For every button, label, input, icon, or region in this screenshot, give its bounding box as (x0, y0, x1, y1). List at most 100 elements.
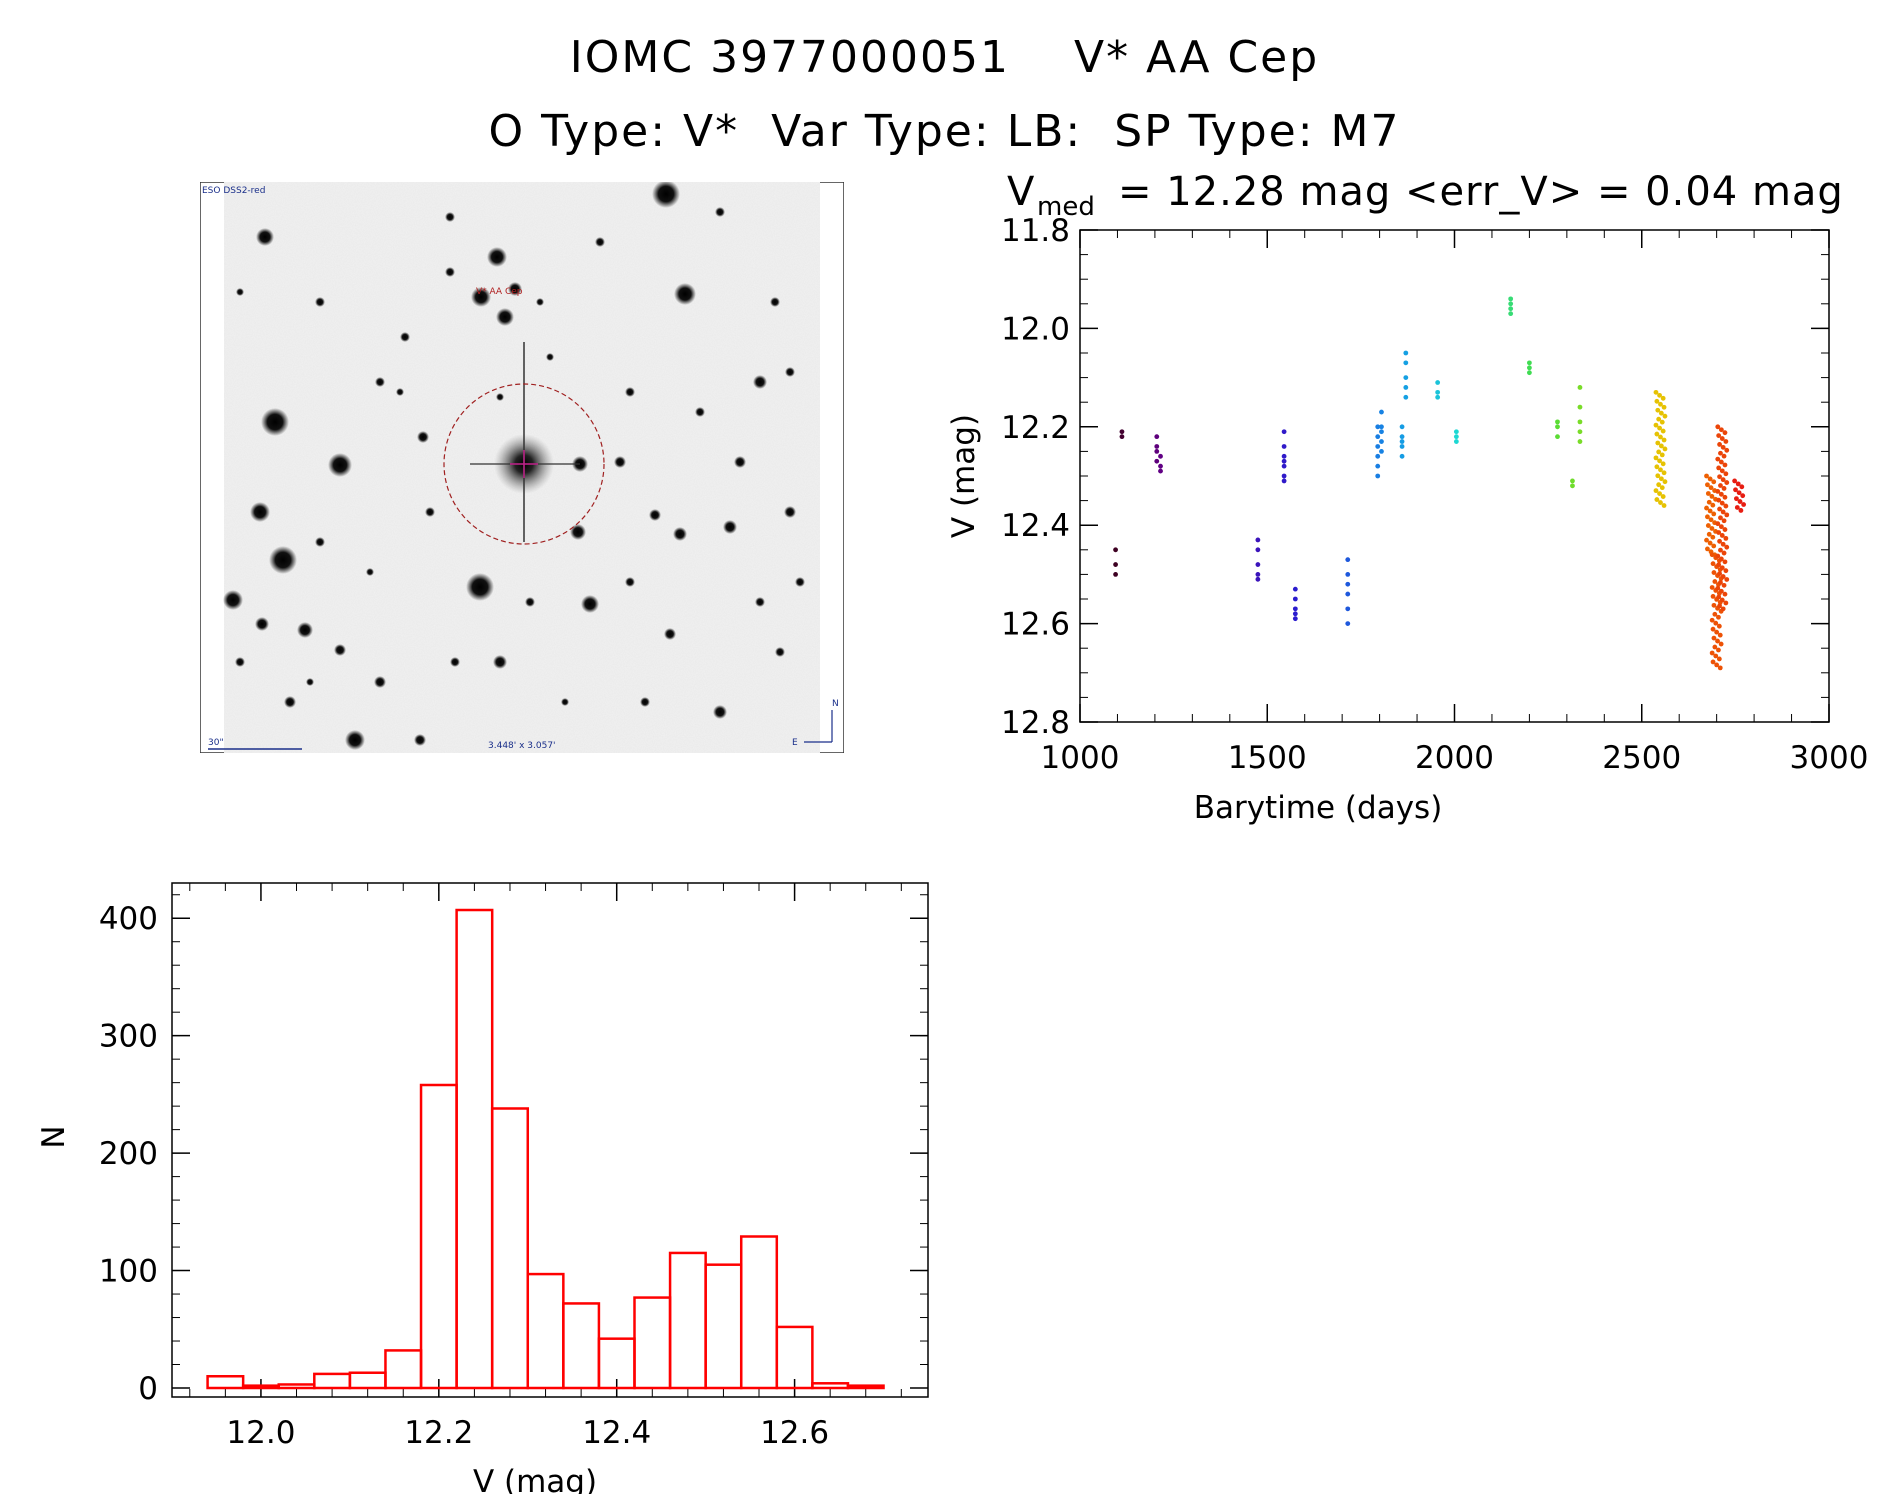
lc-point (1577, 404, 1583, 410)
lc-xtick-label: 1000 (1041, 740, 1120, 776)
lc-point (1710, 561, 1716, 567)
compass-east-label: E (792, 738, 798, 748)
star (536, 298, 544, 306)
lc-point (1281, 478, 1287, 484)
lc-point (1718, 556, 1724, 562)
lc-plot-frame (1079, 229, 1830, 723)
lc-point (1660, 395, 1666, 401)
lc-point (1555, 419, 1560, 425)
lc-point (1719, 468, 1725, 474)
lc-point (1712, 488, 1718, 493)
lc-point (1656, 416, 1662, 422)
lc-point (1716, 656, 1722, 662)
hist-plot-frame (171, 882, 929, 1398)
star (614, 456, 626, 468)
lc-point (1708, 485, 1714, 491)
lc-point (1734, 496, 1739, 502)
lc-point (1718, 459, 1724, 465)
star (649, 509, 661, 521)
lc-point (1719, 565, 1725, 571)
histogram-bar (526, 1272, 565, 1390)
lc-point (1717, 665, 1723, 671)
lc-point (1715, 605, 1720, 611)
lc-point (1718, 491, 1724, 497)
star (223, 590, 243, 610)
lc-point (1715, 573, 1720, 578)
lc-point (1661, 503, 1667, 508)
star (546, 353, 554, 361)
lc-point (1704, 473, 1709, 479)
lc-point (1707, 508, 1713, 514)
lc-point (1720, 574, 1726, 579)
lc-point (1722, 527, 1728, 532)
lc-point (1710, 659, 1716, 665)
star (471, 287, 491, 307)
lc-point (1716, 614, 1721, 620)
lc-point (1716, 558, 1722, 564)
lc-point (1723, 568, 1729, 574)
lc-point (1712, 579, 1718, 584)
lc-point (1724, 544, 1730, 550)
lc-point (1721, 518, 1727, 524)
star (595, 237, 605, 247)
lc-point (1717, 442, 1722, 447)
lc-point (1508, 296, 1514, 302)
lc-point (1709, 526, 1715, 531)
lc-point (1158, 453, 1163, 459)
lc-point (1714, 596, 1720, 602)
star (640, 697, 650, 707)
star (664, 628, 676, 640)
star (496, 308, 514, 326)
histogram-bar (562, 1302, 601, 1390)
lc-point (1719, 597, 1725, 603)
compass-north-label: N (832, 699, 839, 709)
lc-point (1113, 547, 1118, 553)
star (255, 617, 269, 631)
lc-point (1718, 547, 1723, 553)
lc-point (1660, 461, 1666, 467)
lc-title-rest: = 12.28 mag <err_V> = 0.04 mag (1118, 169, 1844, 215)
lc-point (1720, 509, 1726, 515)
lc-point (1710, 594, 1716, 599)
lc-point (1732, 478, 1738, 484)
star (625, 577, 635, 587)
lc-point (1292, 616, 1298, 622)
lc-point (1281, 429, 1287, 435)
lc-point (1113, 562, 1118, 567)
lc-point (1255, 562, 1261, 567)
histogram-bar (597, 1337, 636, 1390)
lc-point (1715, 553, 1721, 559)
histogram-bar (384, 1349, 423, 1390)
star (652, 182, 680, 208)
lc-ytick-label: 12.4 (1001, 508, 1070, 544)
lc-point (1718, 608, 1724, 614)
star (723, 520, 737, 534)
lc-point (1717, 567, 1723, 573)
lc-ytick-label: 12.2 (1001, 410, 1070, 446)
lc-title-v: V (1007, 169, 1035, 215)
star (445, 212, 455, 222)
lc-point (1292, 606, 1298, 612)
star (715, 207, 725, 217)
lc-point (1705, 514, 1710, 520)
star (673, 527, 687, 541)
lc-point (1345, 621, 1351, 626)
star (425, 507, 435, 517)
lc-ytick-label: 12.6 (1001, 607, 1070, 643)
lc-point (1720, 541, 1726, 547)
lc-point (1713, 588, 1719, 593)
lc-point (1722, 559, 1728, 565)
hist-ytick-label: 100 (99, 1254, 158, 1290)
lc-point (1658, 476, 1664, 482)
lc-point (1740, 493, 1746, 499)
lc-point (1113, 572, 1118, 577)
lc-point (1403, 360, 1409, 366)
lc-point (1705, 482, 1710, 488)
lc-point (1453, 429, 1459, 435)
lc-xtick-label: 3000 (1790, 740, 1869, 776)
star (487, 247, 507, 267)
hist-ylabel: N (36, 1125, 72, 1148)
lc-point (1658, 401, 1663, 407)
finder-frame-left (200, 182, 224, 753)
lc-point (1718, 580, 1723, 585)
